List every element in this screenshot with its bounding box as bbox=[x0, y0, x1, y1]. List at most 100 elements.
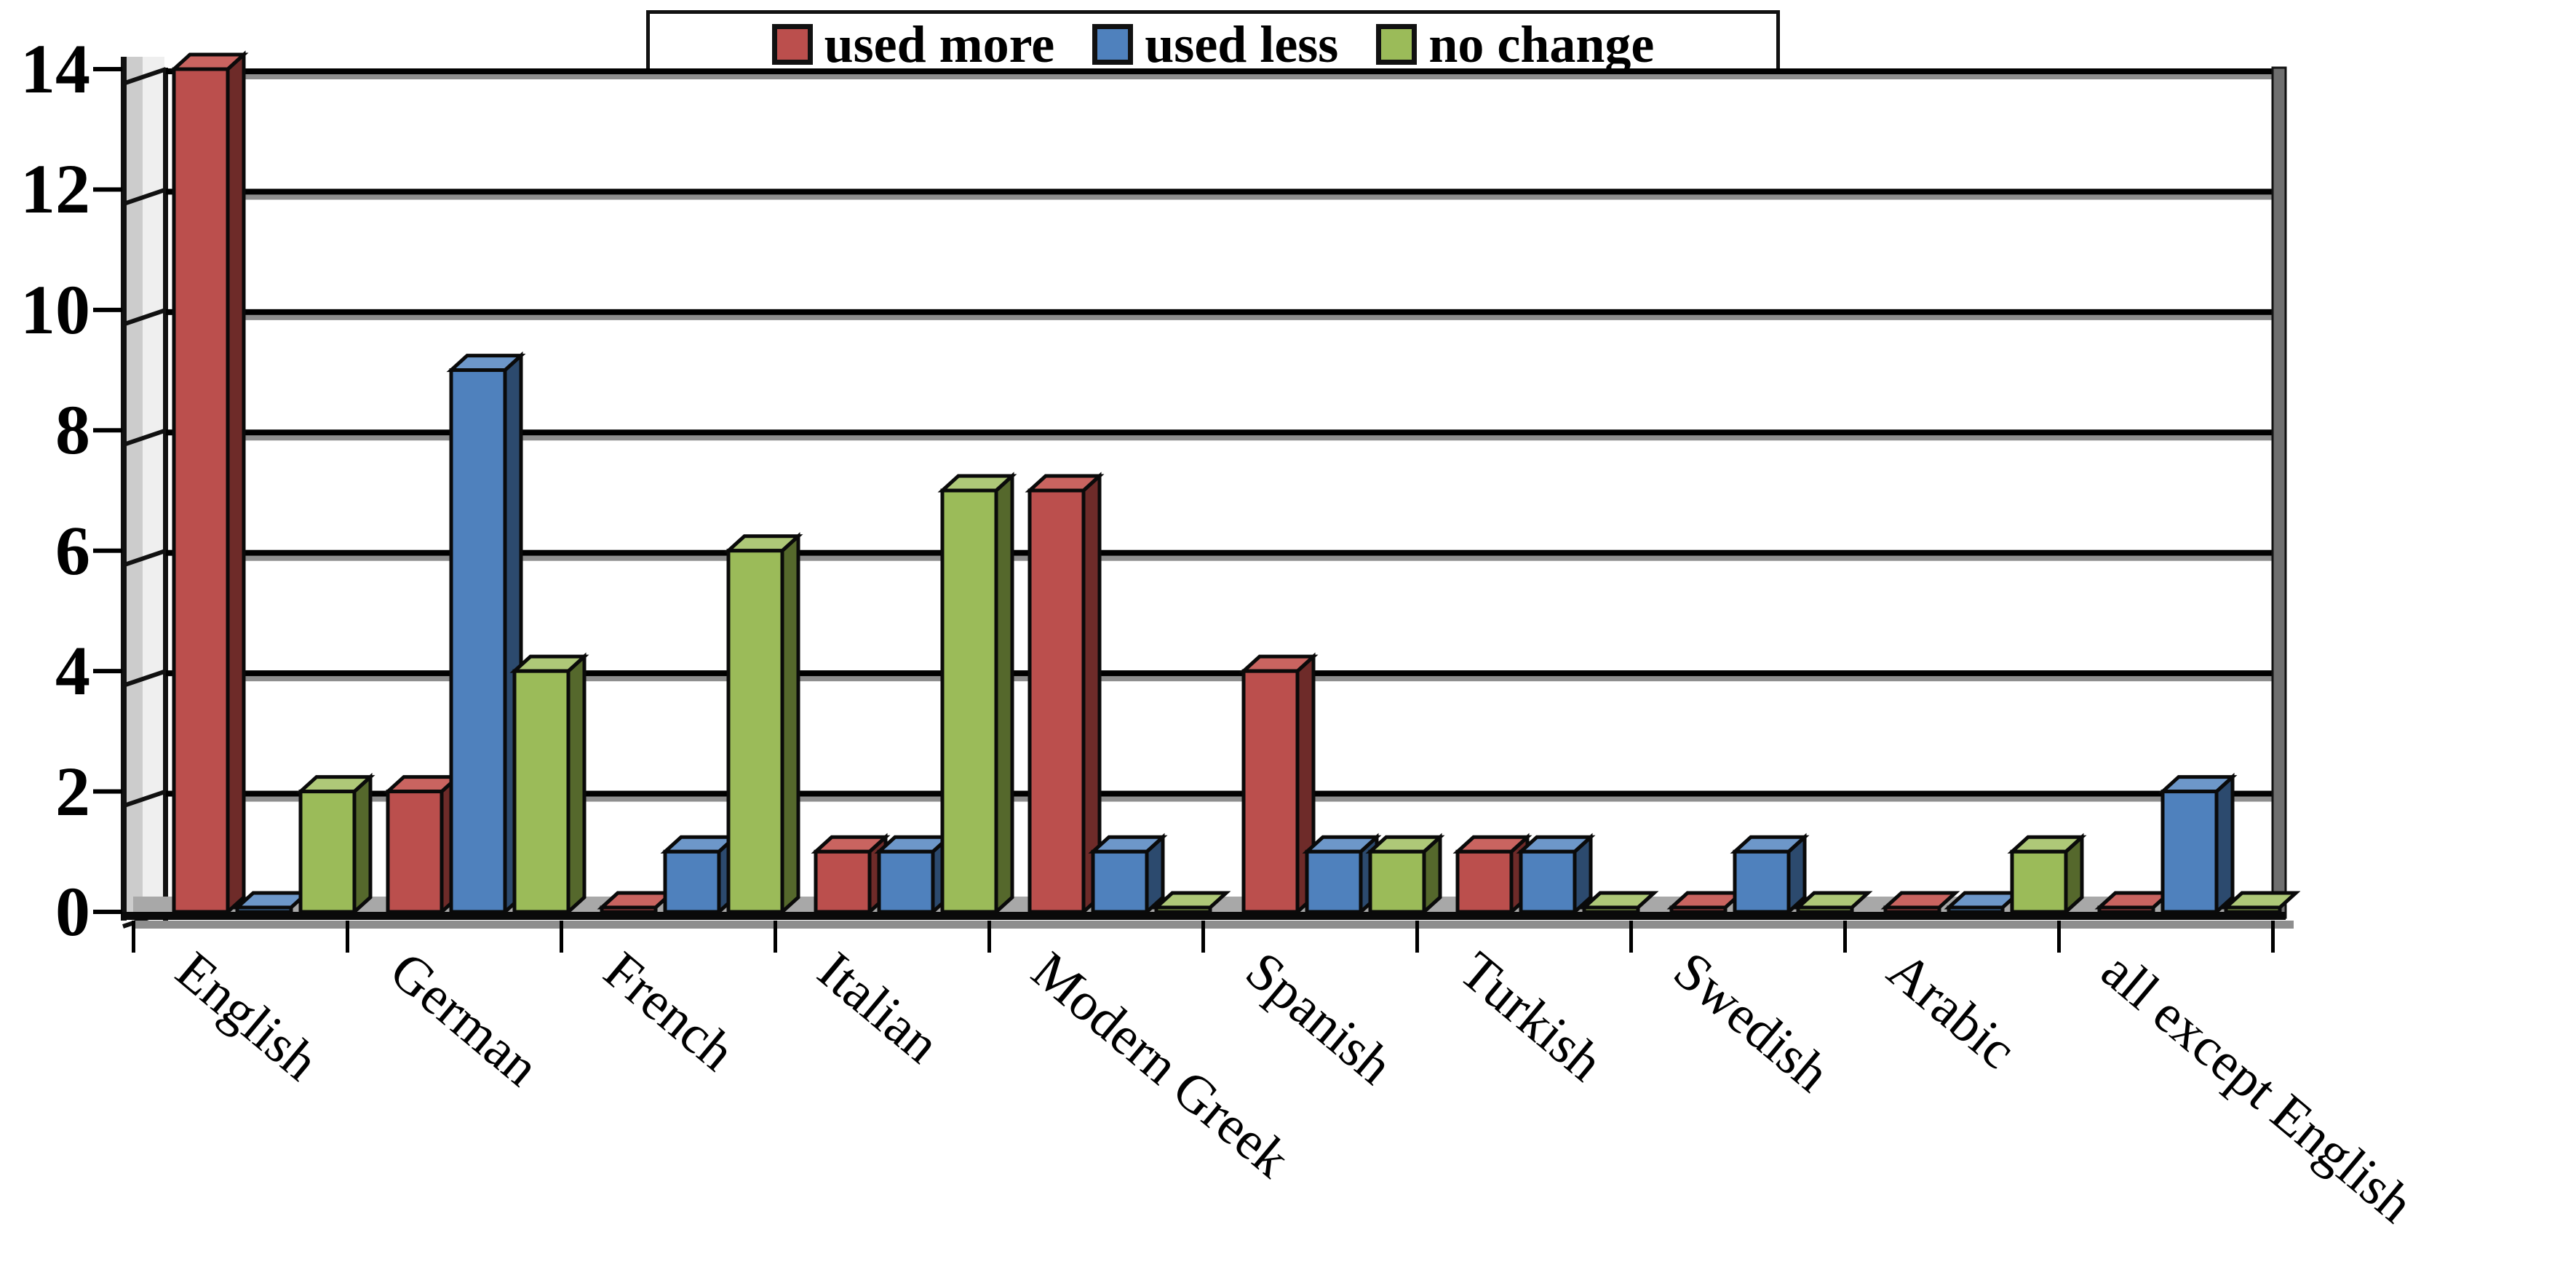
gridline-shadow bbox=[182, 796, 2286, 802]
bar-used-less-all-except-English bbox=[2160, 790, 2219, 914]
bar-used-more-Italian bbox=[814, 849, 872, 914]
legend-item-used-less: used less bbox=[1092, 18, 1338, 71]
left-wall-shade bbox=[127, 57, 143, 919]
bar-no-change-German-side bbox=[566, 652, 587, 916]
bar-used-less-Turkish bbox=[1519, 849, 1577, 914]
x-tick-mark bbox=[1415, 921, 1419, 953]
wall-step bbox=[122, 548, 167, 568]
x-tick-mark bbox=[132, 921, 135, 953]
y-tick-label: 0 bbox=[55, 873, 90, 950]
x-tick-mark bbox=[1843, 921, 1847, 953]
y-tick-mark bbox=[93, 428, 122, 433]
x-tick-mark bbox=[774, 921, 777, 953]
gridline-shadow bbox=[182, 314, 2286, 320]
legend: used more used less no change bbox=[646, 10, 1780, 79]
legend-label: used more bbox=[824, 15, 1055, 74]
y-tick-label: 14 bbox=[20, 30, 90, 108]
bar-used-less-Spanish bbox=[1305, 849, 1363, 914]
gridline bbox=[166, 429, 2273, 436]
left-wall-outer-edge bbox=[121, 57, 127, 921]
y-tick-mark bbox=[93, 548, 122, 553]
left-wall-inner-edge bbox=[163, 68, 168, 921]
bar-used-more-Modern-Greek bbox=[1027, 488, 1086, 914]
gridline bbox=[166, 188, 2273, 195]
bar-used-more-all-except-English bbox=[2097, 905, 2155, 914]
bar-no-change-German bbox=[512, 669, 571, 914]
x-tick-mark bbox=[560, 921, 563, 953]
y-tick-label: 8 bbox=[55, 391, 90, 469]
bar-no-change-all-except-English bbox=[2224, 905, 2282, 914]
right-wall bbox=[2271, 66, 2287, 919]
y-tick-mark bbox=[93, 910, 122, 914]
wall-step bbox=[122, 789, 167, 809]
bar-used-less-German bbox=[449, 368, 507, 914]
bar-used-more-Spanish bbox=[1241, 669, 1300, 914]
bar-used-more-English bbox=[172, 67, 230, 914]
wall-step bbox=[122, 669, 167, 688]
bar-no-change-English bbox=[298, 790, 357, 914]
legend-label: used less bbox=[1145, 15, 1339, 74]
bar-used-more-English-side bbox=[226, 50, 246, 916]
bar-used-less-English bbox=[235, 905, 293, 914]
y-tick-label: 2 bbox=[55, 752, 90, 830]
x-axis-shadow bbox=[135, 921, 2294, 929]
bar-no-change-French-side bbox=[780, 532, 800, 916]
bar-no-change-English-side bbox=[352, 772, 373, 916]
bar-used-less-Arabic bbox=[1947, 905, 2005, 914]
y-tick-mark bbox=[93, 789, 122, 794]
y-tick-mark bbox=[93, 187, 122, 192]
gridline bbox=[166, 68, 2273, 74]
gridline-shadow bbox=[182, 74, 2286, 79]
bar-no-change-Spanish bbox=[1368, 849, 1426, 914]
bar-used-less-French bbox=[663, 849, 721, 914]
y-tick-label: 10 bbox=[20, 270, 90, 349]
bar-used-more-German bbox=[386, 790, 444, 914]
bar-used-more-Swedish bbox=[1669, 905, 1728, 914]
gridline bbox=[166, 670, 2273, 677]
bar-used-less-Modern-Greek bbox=[1091, 849, 1149, 914]
bar-no-change-Swedish bbox=[1796, 905, 1854, 914]
y-tick-label: 12 bbox=[20, 150, 90, 229]
x-tick-mark bbox=[346, 921, 349, 953]
bar-no-change-French bbox=[726, 549, 784, 914]
x-tick-mark bbox=[2271, 921, 2275, 953]
bar-no-change-Modern-Greek bbox=[1154, 905, 1212, 914]
legend-swatch-icon bbox=[1092, 24, 1134, 65]
x-tick-mark bbox=[987, 921, 991, 953]
bar-no-change-Italian-side bbox=[994, 472, 1014, 916]
wall-step bbox=[122, 308, 167, 327]
y-tick-mark bbox=[93, 307, 122, 312]
bar-used-less-Italian bbox=[877, 849, 935, 914]
bar-used-more-French bbox=[600, 905, 658, 914]
legend-swatch-icon bbox=[1376, 24, 1418, 65]
bar-used-more-Turkish bbox=[1455, 849, 1514, 914]
gridline bbox=[166, 549, 2273, 556]
y-tick-label: 4 bbox=[55, 632, 90, 710]
x-tick-mark bbox=[1201, 921, 1205, 953]
legend-label: no change bbox=[1428, 15, 1655, 74]
x-tick-mark bbox=[2057, 921, 2061, 953]
bar-no-change-Arabic bbox=[2010, 849, 2068, 914]
wall-step bbox=[122, 67, 167, 86]
bar-no-change-Italian bbox=[940, 488, 998, 914]
gridline-shadow bbox=[182, 194, 2286, 200]
y-tick-mark bbox=[93, 669, 122, 674]
gridline bbox=[166, 790, 2273, 797]
x-axis-line bbox=[121, 912, 2286, 920]
gridline-shadow bbox=[182, 555, 2286, 561]
bar-used-less-Swedish bbox=[1733, 849, 1791, 914]
gridline-shadow bbox=[182, 676, 2286, 682]
bar-no-change-Turkish bbox=[1582, 905, 1640, 914]
gridline bbox=[166, 309, 2273, 315]
wall-step bbox=[122, 187, 167, 207]
gridline-shadow bbox=[182, 435, 2286, 441]
y-tick-mark bbox=[93, 67, 122, 71]
x-tick-mark bbox=[1629, 921, 1633, 953]
bar-used-less-all-except-English-side bbox=[2214, 772, 2235, 916]
y-tick-label: 6 bbox=[55, 511, 90, 589]
legend-item-no-change: no change bbox=[1376, 18, 1654, 71]
legend-swatch-icon bbox=[771, 24, 813, 65]
wall-step bbox=[122, 428, 167, 448]
